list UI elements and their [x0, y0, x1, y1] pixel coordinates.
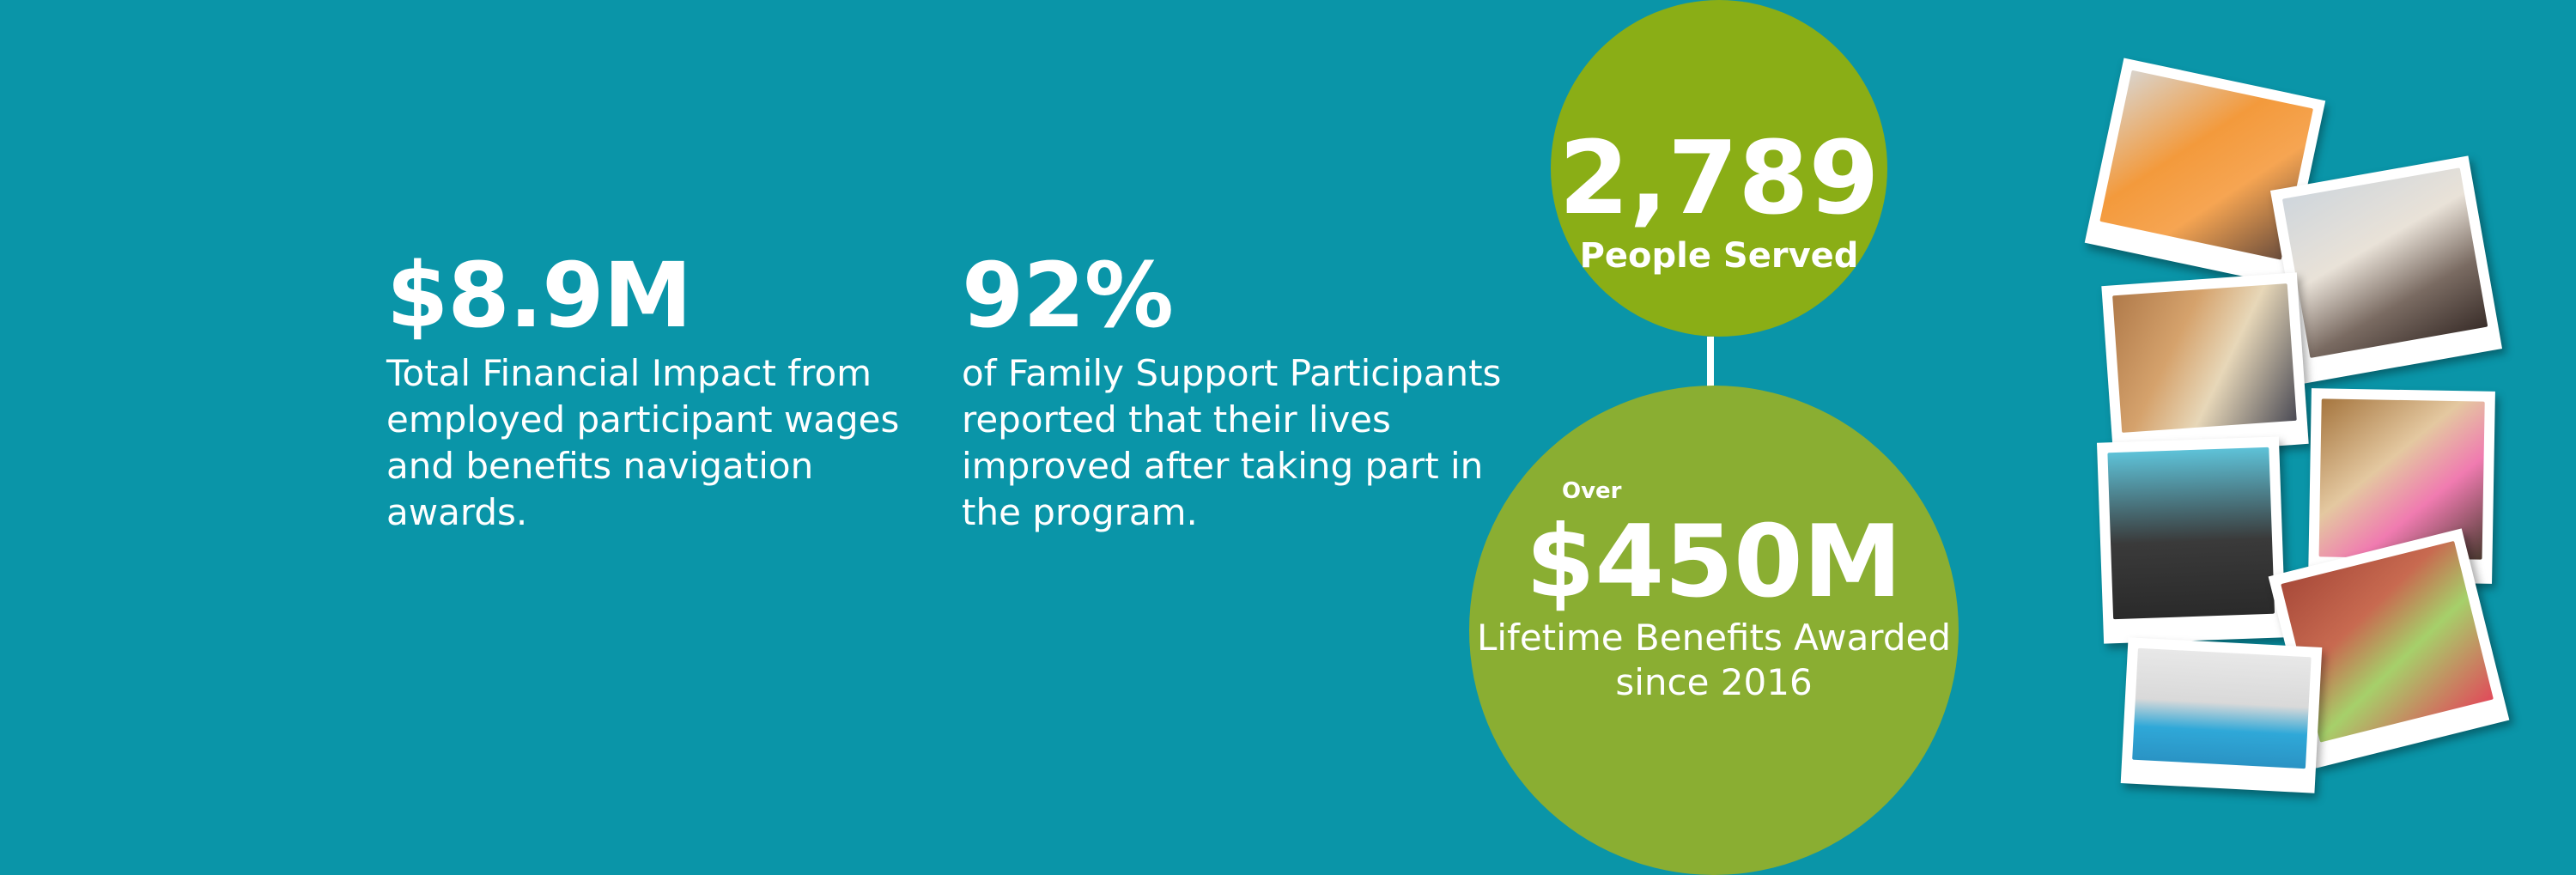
people-served-circle: 2,789 People Served — [1551, 0, 1887, 337]
circle-connector-line — [1707, 337, 1714, 388]
photo-image — [2281, 167, 2488, 358]
photo-image — [2132, 647, 2312, 769]
lifetime-benefits-value: $450M — [1525, 504, 1903, 620]
stat-financial-impact: $8.9M Total Financial Impact from employ… — [386, 251, 936, 536]
stat-value: $8.9M — [386, 243, 692, 348]
people-served-label: People Served — [1579, 236, 1859, 276]
stat-description: of Family Support Participants reported … — [962, 352, 1502, 533]
polaroid-photo — [2096, 436, 2287, 644]
stat-description: Total Financial Impact from employed par… — [386, 352, 900, 533]
polaroid-photo — [2269, 155, 2503, 384]
lifetime-benefits-circle: Over $450M Lifetime Benefits Awarded sin… — [1469, 386, 1959, 875]
lifetime-benefits-prefix: Over — [1562, 478, 1622, 504]
polaroid-photo — [2101, 272, 2309, 458]
photo-image — [2107, 447, 2275, 620]
stat-family-support: 92% of Family Support Participants repor… — [962, 251, 1546, 536]
stat-value: 92% — [962, 243, 1174, 348]
people-served-value: 2,789 — [1558, 118, 1880, 237]
lifetime-benefits-label: Lifetime Benefits Awarded since 2016 — [1476, 617, 1951, 703]
photo-image — [2112, 283, 2297, 433]
polaroid-photo — [2120, 637, 2323, 793]
